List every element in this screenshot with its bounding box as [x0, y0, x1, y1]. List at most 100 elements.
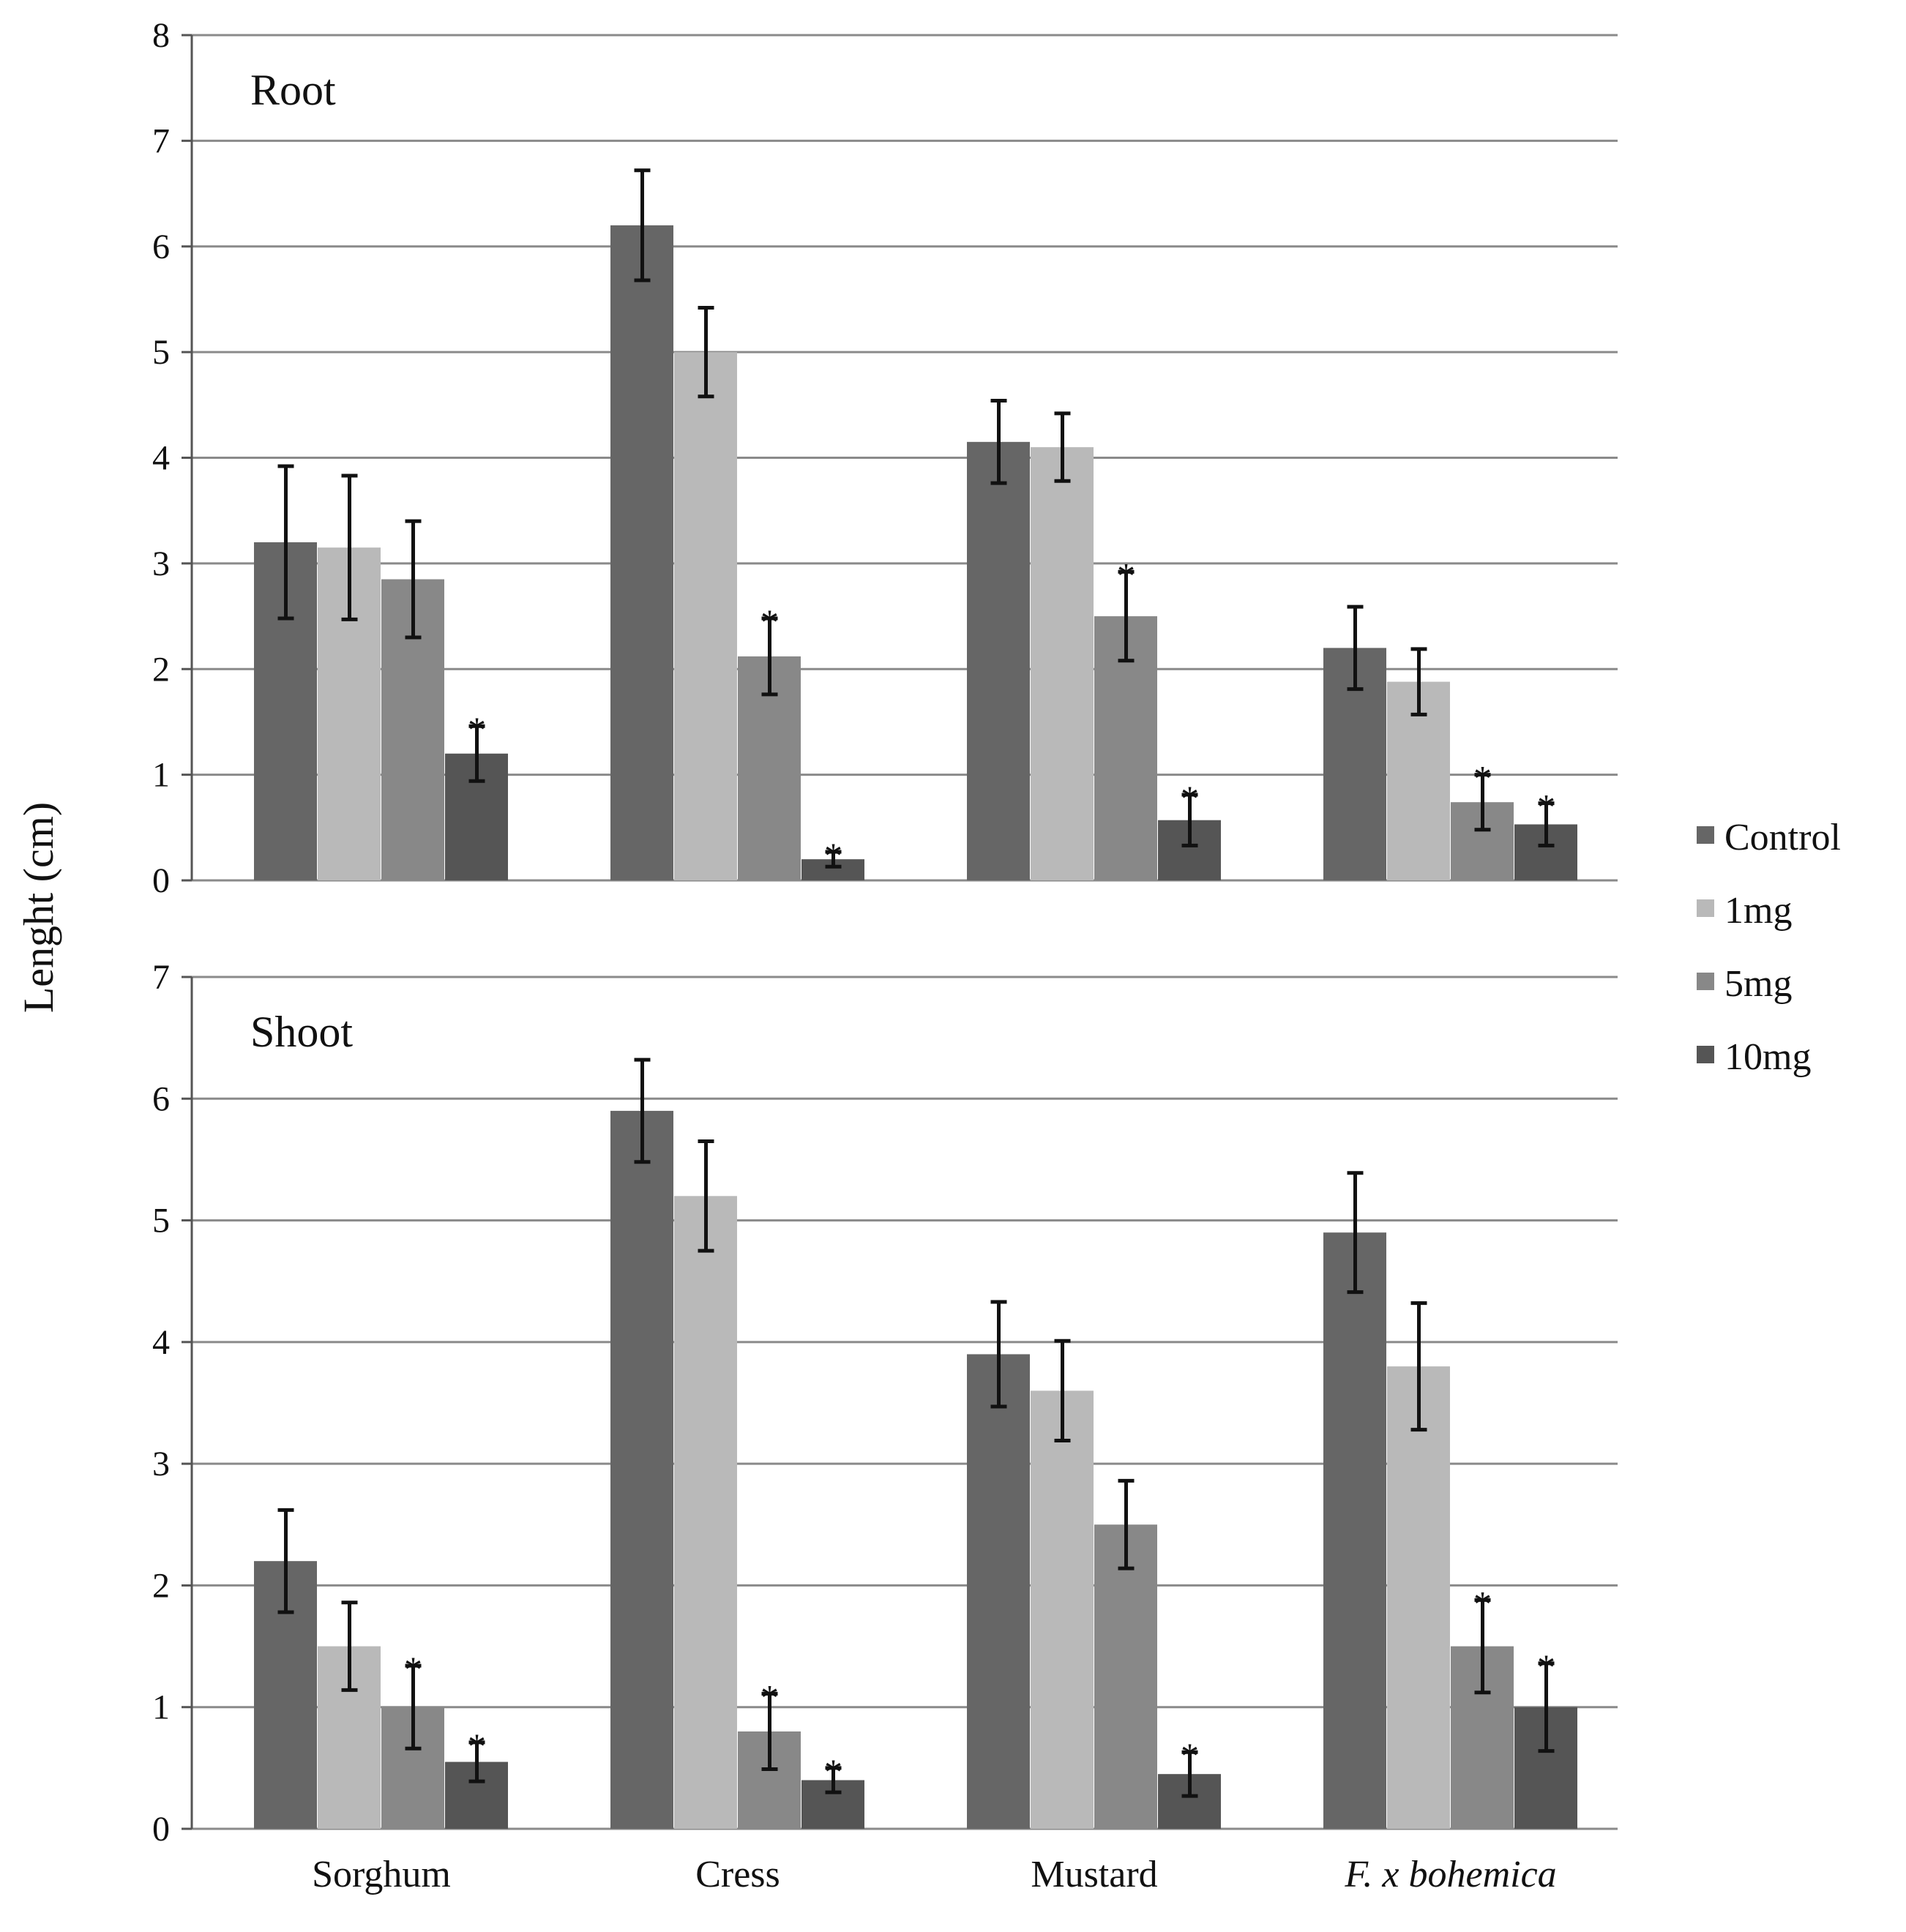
error-bar [1054, 1338, 1071, 1443]
x-axis-category-labels: Sorghum Cress Mustard F. x bohemica [312, 1854, 1557, 1895]
error-bar [1410, 647, 1427, 716]
bar [967, 1354, 1030, 1829]
error-bar [825, 1766, 842, 1794]
significance-star: * [468, 1726, 486, 1767]
y-tick-label: 3 [152, 544, 170, 583]
bar [1031, 1390, 1094, 1829]
x-tick-label: F. x bohemica [1344, 1854, 1556, 1895]
error-bar [1474, 773, 1491, 832]
panel-root: 0 1 2 3 4 5 6 7 8 Root * * * * * * * [152, 16, 1618, 900]
significance-star: * [1117, 555, 1135, 596]
panel-shoot: 0 1 2 3 4 5 6 7 Shoot * * * * * * * [152, 958, 1618, 1849]
panel-title: Root [250, 66, 336, 114]
error-bar [698, 305, 714, 399]
y-tick-label: 6 [152, 228, 170, 266]
error-bar [405, 519, 422, 640]
y-tick-label: 8 [152, 16, 170, 55]
y-tick-label: 5 [152, 1202, 170, 1240]
error-bar [761, 1691, 778, 1772]
error-bar [1118, 1478, 1135, 1570]
series-5mg: * * * [381, 1478, 1514, 1829]
bar [1031, 447, 1094, 880]
significance-star: * [1537, 1647, 1555, 1688]
series-1mg [318, 1139, 1450, 1829]
error-bar [990, 399, 1007, 485]
error-bar [1474, 1598, 1491, 1695]
error-bar [1181, 793, 1198, 847]
bar [674, 1196, 737, 1829]
error-bar [1118, 569, 1135, 663]
error-bar [825, 850, 842, 869]
y-axis-label: Lenght (cm) [15, 802, 62, 1013]
x-tick-label: Cress [695, 1854, 780, 1895]
chart-panels: 0 1 2 3 4 5 6 7 8 Root * * * * * * * 0 1 2 3 4 5 6 7 Shoot * * * * * * * [152, 16, 1618, 1849]
legend-label: Control [1724, 817, 1841, 858]
significance-star: * [468, 709, 486, 750]
y-tick-label: 0 [152, 861, 170, 900]
legend-label: 1mg [1724, 890, 1792, 932]
error-bar [634, 1057, 651, 1164]
legend: Control 1mg 5mg 10mg [1697, 817, 1841, 1078]
legend-swatch [1697, 899, 1714, 917]
error-bar [1410, 1301, 1427, 1432]
significance-star: * [1181, 1735, 1199, 1776]
bar [610, 1110, 673, 1829]
error-bar [761, 616, 778, 697]
series-1mg [318, 305, 1450, 880]
error-bar [1347, 1171, 1364, 1295]
significance-star: * [824, 1751, 842, 1792]
y-tick-label: 4 [152, 439, 170, 478]
y-tick-label: 0 [152, 1810, 170, 1849]
y-tick-label: 2 [152, 650, 170, 689]
series-10mg: * * * * [445, 709, 1577, 880]
panel-title: Shoot [250, 1008, 353, 1056]
error-bar [277, 1508, 294, 1614]
bar [1387, 1366, 1450, 1829]
series-5mg: * * * [381, 519, 1514, 880]
y-tick-label: 1 [152, 1688, 170, 1727]
error-bar [341, 1600, 358, 1692]
y-tick-label: 1 [152, 756, 170, 795]
error-bar [634, 168, 651, 282]
x-tick-label: Sorghum [312, 1854, 451, 1895]
y-tick-label: 3 [152, 1445, 170, 1483]
significance-star: * [1181, 778, 1199, 819]
significance-star: * [824, 835, 842, 876]
series-Control [254, 168, 1386, 880]
series-Control [254, 1057, 1386, 1829]
error-bar [341, 473, 358, 621]
error-bar [1538, 801, 1555, 847]
y-tick-label: 4 [152, 1323, 170, 1362]
legend-swatch [1697, 826, 1714, 844]
legend-label: 5mg [1724, 963, 1792, 1005]
bar [674, 352, 737, 880]
x-tick-label: Mustard [1031, 1854, 1157, 1895]
y-tick-label: 2 [152, 1566, 170, 1605]
bar [967, 441, 1030, 880]
series-10mg: * * * * [445, 1647, 1577, 1829]
y-tick-label: 7 [152, 121, 170, 160]
legend-swatch [1697, 973, 1714, 990]
y-tick-label: 6 [152, 1079, 170, 1118]
error-bar [468, 724, 485, 783]
significance-star: * [760, 602, 779, 643]
error-bar [698, 1139, 714, 1253]
error-bar [405, 1663, 422, 1751]
error-bar [468, 1740, 485, 1783]
significance-star: * [760, 1677, 779, 1718]
error-bar [1538, 1661, 1555, 1753]
error-bar [1181, 1750, 1198, 1798]
significance-star: * [404, 1649, 422, 1690]
legend-swatch [1697, 1046, 1714, 1063]
significance-star: * [1473, 758, 1492, 799]
y-tick-label: 5 [152, 333, 170, 372]
bar [610, 225, 673, 880]
error-bar [1054, 411, 1071, 483]
bar [1323, 1232, 1386, 1829]
error-bar [1347, 604, 1364, 692]
error-bar [990, 1300, 1007, 1409]
legend-label: 10mg [1724, 1036, 1811, 1078]
significance-star: * [1473, 1583, 1492, 1624]
y-tick-label: 7 [152, 958, 170, 997]
